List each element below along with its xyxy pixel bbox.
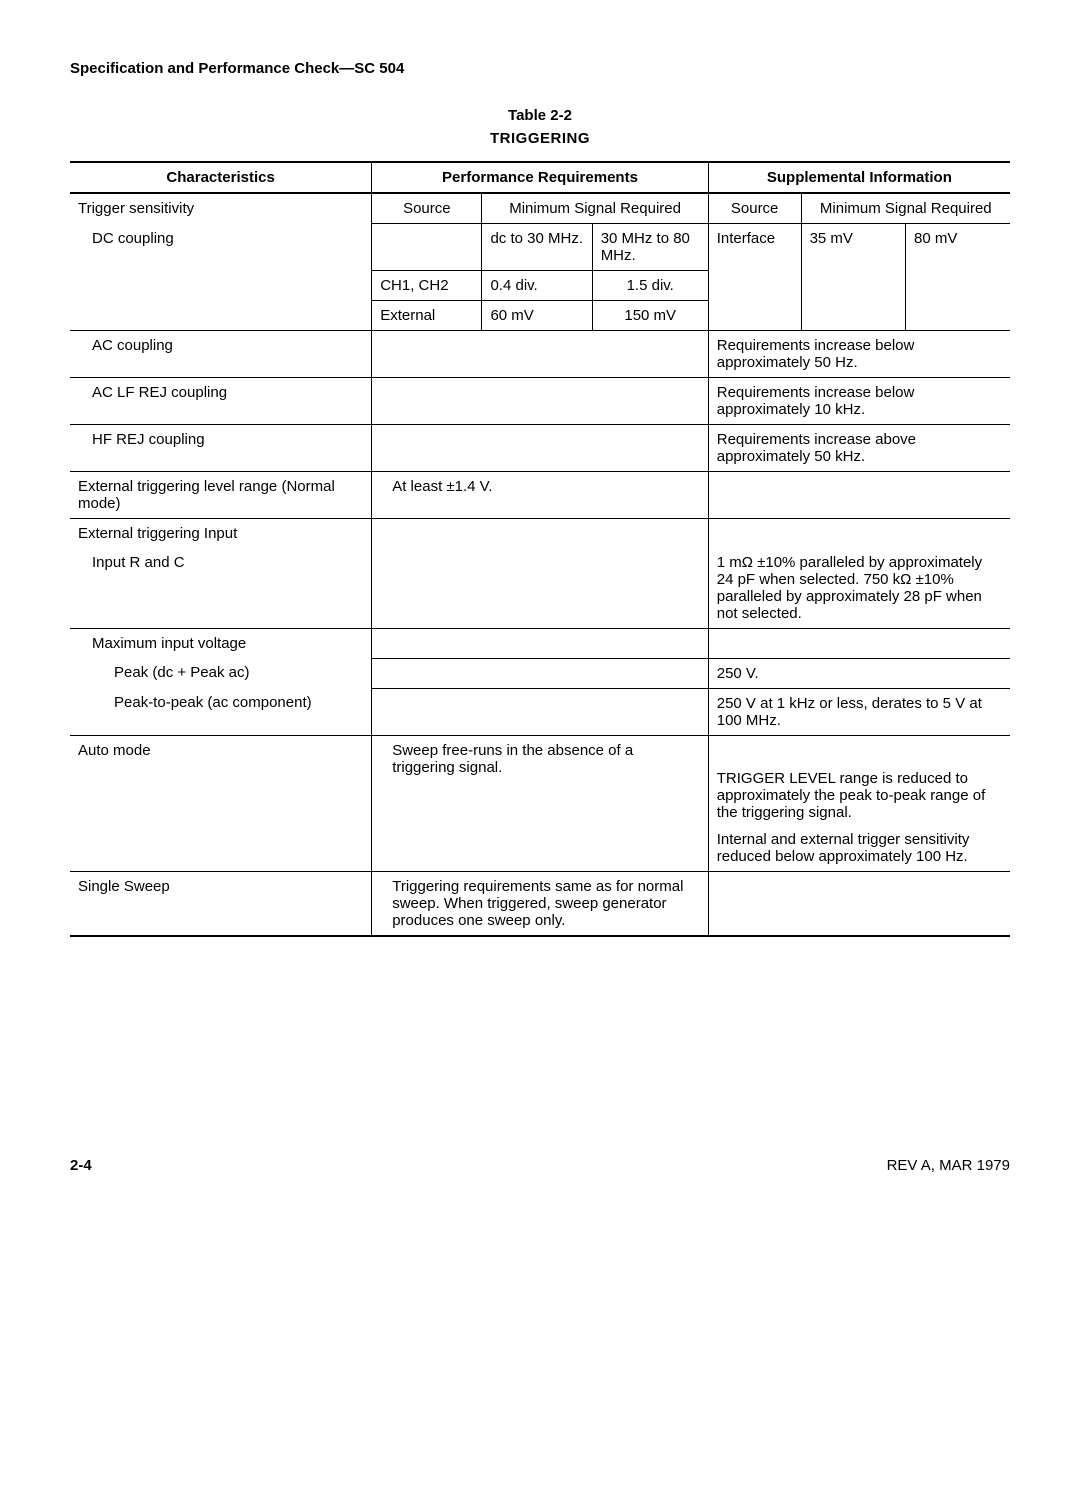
- cell: [372, 658, 709, 688]
- cell: 0.4 div.: [482, 271, 592, 301]
- table-row: External triggering Input: [70, 519, 1010, 549]
- cell: External: [372, 301, 482, 331]
- ac-coupling-label: AC coupling: [70, 331, 372, 378]
- ac-lf-rej-label: AC LF REJ coupling: [70, 378, 372, 425]
- cell: 35 mV: [801, 224, 905, 271]
- table-title: TRIGGERING: [70, 130, 1010, 147]
- page-number: 2-4: [70, 1157, 92, 1174]
- cell: 250 V.: [708, 658, 1010, 688]
- table-row: AC LF REJ coupling Requirements increase…: [70, 378, 1010, 425]
- cell: Requirements increase above approximatel…: [708, 425, 1010, 472]
- cell: Triggering requirements same as for norm…: [372, 871, 709, 936]
- cell: Interface: [708, 224, 801, 271]
- table-row: Auto mode Sweep free-runs in the absence…: [70, 735, 1010, 871]
- cell: [906, 271, 1011, 301]
- cell: 150 mV: [592, 301, 708, 331]
- table-row: External 60 mV 150 mV: [70, 301, 1010, 331]
- perf-source-header: Source: [372, 193, 482, 224]
- cell: [708, 871, 1010, 936]
- cell: 1.5 div.: [592, 271, 708, 301]
- cell: [372, 519, 709, 549]
- table-row: Trigger sensitivity Source Minimum Signa…: [70, 193, 1010, 224]
- ext-trig-level-label: External triggering level range (Normal …: [70, 472, 372, 519]
- cell: Requirements increase below approximatel…: [708, 378, 1010, 425]
- table-row: CH1, CH2 0.4 div. 1.5 div.: [70, 271, 1010, 301]
- auto-mode-supp2: Internal and external trigger sensitivit…: [717, 831, 1002, 865]
- col-performance: Performance Requirements: [372, 162, 709, 193]
- ext-trig-input-label: External triggering Input: [70, 519, 372, 549]
- cell: [372, 224, 482, 271]
- triggering-table: Characteristics Performance Requirements…: [70, 161, 1010, 937]
- cell: [708, 629, 1010, 659]
- cell: [708, 301, 801, 331]
- supp-min-sig-header: Minimum Signal Required: [801, 193, 1010, 224]
- cell: 80 mV: [906, 224, 1011, 271]
- table-row: Characteristics Performance Requirements…: [70, 162, 1010, 193]
- col-supplemental: Supplemental Information: [708, 162, 1010, 193]
- cell: 30 MHz to 80 MHz.: [592, 224, 708, 271]
- single-sweep-label: Single Sweep: [70, 871, 372, 936]
- max-input-v-label: Maximum input voltage: [70, 629, 372, 659]
- table-row: Input R and C 1 mΩ ±10% paralleled by ap…: [70, 548, 1010, 629]
- cell: dc to 30 MHz.: [482, 224, 592, 271]
- page-footer: 2-4 REV A, MAR 1979: [70, 1157, 1010, 1174]
- table-row: HF REJ coupling Requirements increase ab…: [70, 425, 1010, 472]
- cell: [372, 378, 709, 425]
- cell: [372, 629, 709, 659]
- table-row: Maximum input voltage: [70, 629, 1010, 659]
- cell: At least ±1.4 V.: [372, 472, 709, 519]
- hf-rej-label: HF REJ coupling: [70, 425, 372, 472]
- cell: [801, 301, 905, 331]
- table-row: Peak (dc + Peak ac) 250 V.: [70, 658, 1010, 688]
- cell: [372, 331, 709, 378]
- cell: [372, 425, 709, 472]
- trigger-sensitivity-label: Trigger sensitivity: [70, 193, 372, 224]
- col-characteristics: Characteristics: [70, 162, 372, 193]
- cell: CH1, CH2: [372, 271, 482, 301]
- cell: [70, 301, 372, 331]
- perf-min-sig-header: Minimum Signal Required: [482, 193, 708, 224]
- table-row: DC coupling dc to 30 MHz. 30 MHz to 80 M…: [70, 224, 1010, 271]
- auto-mode-label: Auto mode: [70, 735, 372, 871]
- cell: [708, 472, 1010, 519]
- cell: [708, 519, 1010, 549]
- cell: [906, 301, 1011, 331]
- peak-dc-ac-label: Peak (dc + Peak ac): [70, 658, 372, 688]
- cell: [372, 688, 709, 735]
- cell: [70, 271, 372, 301]
- dc-coupling-label: DC coupling: [70, 224, 372, 271]
- cell: [708, 271, 801, 301]
- cell: Requirements increase below approximatel…: [708, 331, 1010, 378]
- cell: 60 mV: [482, 301, 592, 331]
- supp-source-header: Source: [708, 193, 801, 224]
- table-row: External triggering level range (Normal …: [70, 472, 1010, 519]
- table-label: Table 2-2: [70, 107, 1010, 124]
- cell: Sweep free-runs in the absence of a trig…: [372, 735, 709, 871]
- table-row: AC coupling Requirements increase below …: [70, 331, 1010, 378]
- auto-mode-supp1: TRIGGER LEVEL range is reduced to approx…: [717, 770, 1002, 821]
- input-rc-label: Input R and C: [70, 548, 372, 629]
- cell: TRIGGER LEVEL range is reduced to approx…: [708, 735, 1010, 871]
- table-row: Single Sweep Triggering requirements sam…: [70, 871, 1010, 936]
- cell: 250 V at 1 kHz or less, derates to 5 V a…: [708, 688, 1010, 735]
- cell: [372, 548, 709, 629]
- peak-to-peak-label: Peak-to-peak (ac component): [70, 688, 372, 735]
- cell: 1 mΩ ±10% paralleled by approximately 24…: [708, 548, 1010, 629]
- revision-label: REV A, MAR 1979: [887, 1157, 1010, 1174]
- page-header: Specification and Performance Check—SC 5…: [70, 60, 1010, 77]
- table-row: Peak-to-peak (ac component) 250 V at 1 k…: [70, 688, 1010, 735]
- cell: [801, 271, 905, 301]
